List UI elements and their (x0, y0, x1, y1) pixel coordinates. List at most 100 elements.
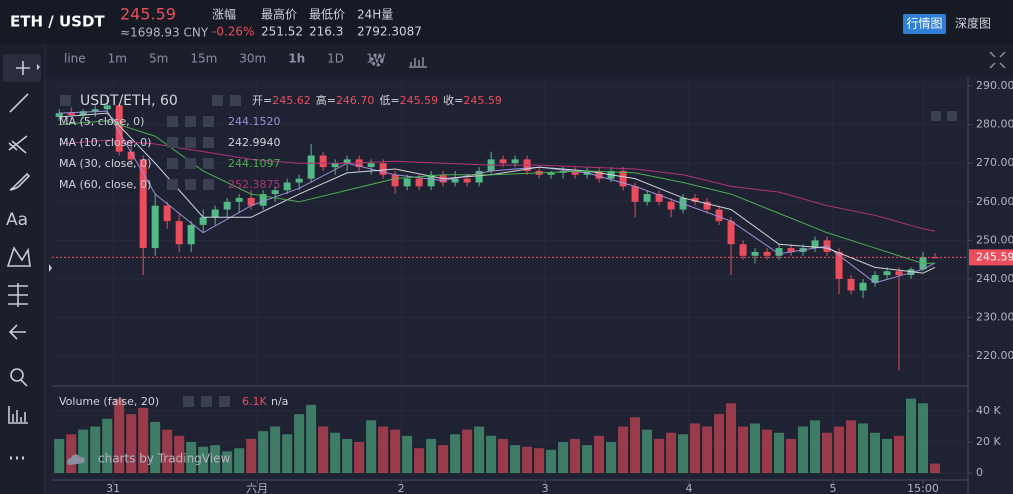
volume-bar (714, 414, 725, 474)
arrow-icon[interactable] (8, 324, 26, 340)
volume-bar (702, 426, 713, 474)
interval[interactable]: 30m (239, 52, 266, 66)
candle-body (379, 163, 387, 175)
volume-bar (654, 438, 665, 474)
candle-body (655, 194, 663, 202)
ohlc-label: 收= (443, 93, 463, 107)
volume-bar (762, 429, 773, 474)
ma-name: MA (30, close, 0) (59, 157, 151, 170)
stat-label: 涨幅 (212, 7, 236, 22)
volume-bar (738, 426, 749, 474)
candle-body (691, 197, 699, 202)
candle-body (571, 170, 579, 175)
fib-icon[interactable] (8, 283, 28, 307)
candle-body (883, 271, 891, 276)
scroll-arrow[interactable] (49, 264, 52, 272)
candle-body (319, 155, 327, 168)
volume-bar (366, 420, 377, 474)
y-tick-label: 20 K (976, 435, 1001, 448)
settings-icon[interactable] (370, 53, 384, 67)
legend-buttons[interactable] (183, 396, 230, 407)
zoom-icon[interactable] (10, 368, 24, 382)
candle-body (307, 155, 315, 179)
candle-body (139, 159, 147, 249)
candle-body (283, 182, 291, 191)
ma-name: MA (60, close, 0) (59, 178, 151, 191)
volume-bar (138, 407, 149, 474)
interval[interactable]: line (64, 52, 86, 66)
candle-body (211, 209, 219, 218)
volume-bar (582, 445, 593, 474)
title-buttons[interactable] (60, 95, 241, 106)
volume-bar (510, 445, 521, 474)
volume-bar (486, 435, 497, 474)
stat-value: 251.52 (261, 25, 303, 39)
volume-bar (186, 442, 197, 474)
ma-line (59, 139, 936, 232)
ma-line (59, 112, 936, 274)
volume-bar (378, 426, 389, 474)
stat-value: 2792.3087 (357, 25, 422, 39)
interval[interactable]: 5m (149, 52, 168, 66)
stat-value: -0.26% (212, 25, 254, 39)
legend-buttons[interactable] (167, 158, 214, 169)
candle-body (703, 201, 711, 210)
tab[interactable]: 深度图 (955, 16, 991, 31)
candle-body (727, 221, 735, 245)
volume-bar (834, 426, 845, 474)
volume-bar (918, 403, 929, 474)
candle-body (295, 178, 303, 183)
candle-body (547, 172, 555, 175)
interval[interactable]: 1W (366, 52, 386, 66)
candle-body (427, 174, 435, 187)
stat-value: 216.3 (309, 25, 343, 39)
x-tick-label: 2 (398, 482, 405, 494)
cny-price: ≈1698.93 CNY (120, 26, 209, 40)
interval[interactable]: 1h (288, 52, 305, 66)
volume-bar (318, 426, 329, 474)
volume-bar (114, 398, 125, 474)
pattern-icon[interactable] (6, 246, 31, 267)
crosshair-icon[interactable] (16, 61, 30, 75)
ma-name: MA (10, close, 0) (59, 136, 151, 149)
zoom-handle[interactable] (20, 379, 28, 387)
x-tick-label: 六月 (246, 482, 268, 494)
measure-icon[interactable] (8, 406, 28, 424)
volume-bar (294, 414, 305, 474)
tab-active[interactable] (903, 14, 946, 34)
last-price-label: 245.59 (976, 250, 1013, 263)
brush-icon[interactable] (9, 172, 31, 191)
volume-bar (282, 434, 293, 474)
interval[interactable]: 1D (327, 52, 344, 66)
tab[interactable]: 行情图 (906, 17, 942, 31)
volume-bar (858, 423, 869, 474)
text-tool[interactable]: Aa (6, 210, 28, 230)
expand-arrow[interactable] (37, 64, 40, 70)
volume-bar (618, 426, 629, 474)
indicators-icon[interactable] (409, 57, 427, 68)
line-icon[interactable] (9, 93, 29, 113)
ohlc-label: 高= (316, 93, 336, 107)
candle-body (847, 278, 855, 291)
pane-buttons[interactable] (931, 111, 957, 121)
candle-body (259, 194, 267, 206)
candle-body (79, 111, 87, 116)
interval[interactable]: 15m (190, 52, 217, 66)
legend-buttons[interactable] (167, 179, 214, 190)
volume-bar (438, 445, 449, 474)
candle-body (475, 170, 483, 183)
candle-body (199, 217, 207, 225)
interval[interactable]: 1m (108, 52, 127, 66)
volume-extra: n/a (271, 395, 288, 408)
volume-bar (726, 403, 737, 474)
candle-body (415, 178, 423, 187)
watermark: charts by TradingView (98, 452, 230, 466)
volume-bar (630, 417, 641, 474)
legend-buttons[interactable] (167, 137, 214, 148)
legend-buttons[interactable] (167, 116, 214, 127)
volume-bar (462, 429, 473, 474)
fullscreen-icon[interactable] (989, 51, 1006, 69)
candle-body (787, 248, 795, 252)
fork-icon[interactable] (8, 135, 28, 154)
